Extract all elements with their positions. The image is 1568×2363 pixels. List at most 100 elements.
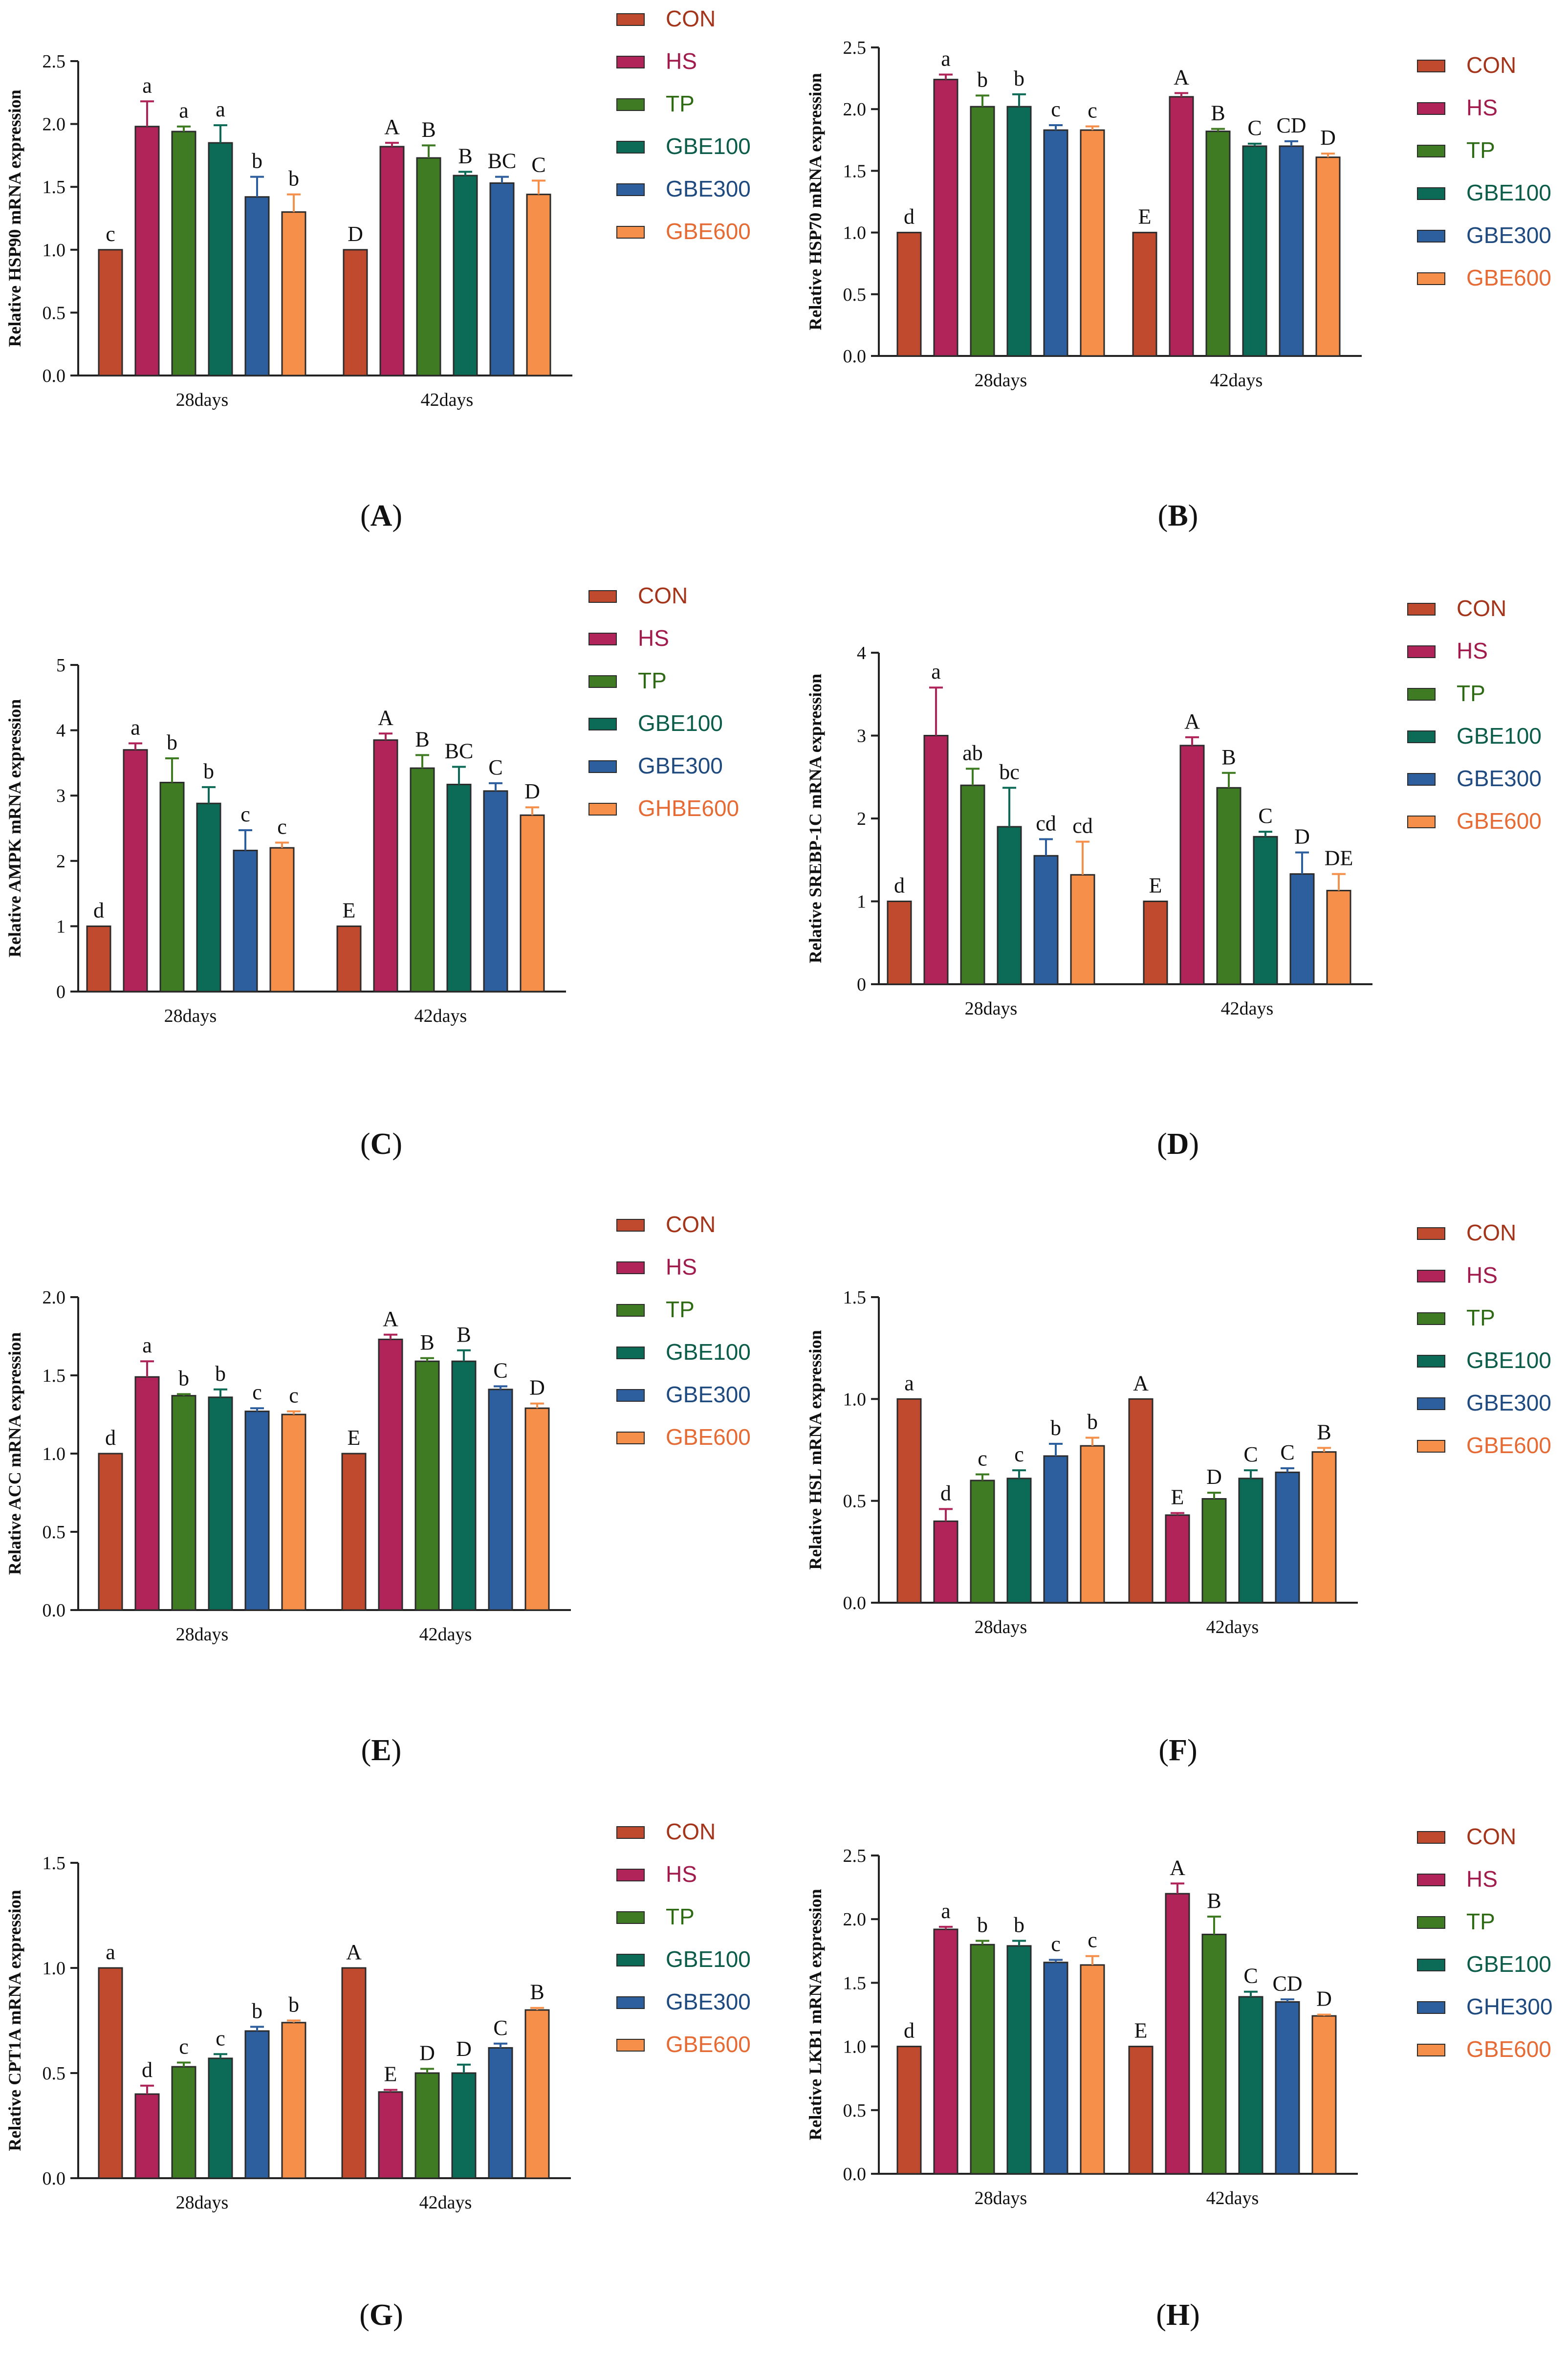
y-tick-label: 1.5 — [843, 161, 867, 181]
significance-label: A — [1170, 1855, 1185, 1879]
y-axis-title: Relative HSP70 mRNA expression — [806, 73, 825, 330]
significance-label: C — [1247, 116, 1262, 140]
significance-label: d — [93, 898, 104, 922]
legend-label: GBE100 — [1466, 1951, 1551, 1977]
legend-label: TP — [638, 668, 667, 693]
bar — [1080, 1445, 1105, 1604]
legend-swatch — [616, 98, 645, 111]
significance-label: c — [978, 1447, 987, 1471]
bar — [896, 1398, 922, 1604]
legend-label: GBE300 — [666, 1382, 751, 1407]
y-tick-label: 0.0 — [843, 1593, 867, 1613]
y-tick-label: 0.5 — [43, 2063, 66, 2084]
bar — [896, 232, 922, 357]
significance-label: a — [941, 1899, 951, 1923]
legend-swatch — [588, 760, 617, 773]
significance-label: CD — [1276, 113, 1306, 137]
legend-label: TP — [666, 91, 695, 116]
legend-swatch — [1417, 272, 1445, 285]
x-tick-label: 42days — [1206, 1617, 1259, 1637]
bar — [451, 2072, 477, 2179]
legend-swatch — [616, 1954, 645, 1966]
y-tick-label: 5 — [56, 655, 65, 676]
y-tick-label: 0.5 — [843, 285, 867, 305]
legend-label: HS — [1466, 95, 1498, 120]
bar — [1006, 106, 1032, 357]
bar — [134, 126, 160, 376]
significance-label: c — [1088, 1928, 1097, 1952]
bar — [343, 249, 368, 376]
bar — [488, 1389, 513, 1611]
bar — [1311, 1451, 1337, 1604]
legend-label: CON — [1466, 1824, 1516, 1849]
legend-swatch — [616, 13, 645, 26]
chart-panel-f: 0.0 0.5 1.0 1.5 Relative HSL mRNA expression… — [806, 1220, 1551, 1767]
bar — [933, 1928, 958, 2175]
significance-label: BC — [488, 149, 517, 173]
significance-label: a — [142, 1333, 152, 1357]
legend-label: GBE600 — [1466, 265, 1551, 290]
panel-caption: (A) — [360, 499, 402, 532]
bar — [414, 2072, 440, 2179]
legend-swatch — [1417, 1312, 1445, 1325]
significance-label: d — [894, 874, 905, 898]
significance-label: E — [348, 1426, 361, 1450]
legend-swatch — [616, 1347, 645, 1359]
y-tick-label: 2.0 — [43, 114, 66, 135]
legend-label: GBE300 — [1457, 766, 1542, 791]
legend-swatch — [1417, 102, 1445, 115]
bar — [244, 2030, 270, 2179]
legend-label: CON — [666, 1819, 716, 1844]
legend-swatch — [616, 141, 645, 154]
y-tick-label: 1.0 — [43, 1958, 66, 1979]
significance-label: D — [1316, 1987, 1332, 2011]
significance-label: b — [1050, 1416, 1061, 1440]
bar — [414, 1360, 440, 1611]
y-tick-label: 1.5 — [843, 1287, 867, 1308]
y-tick-label: 2.0 — [43, 1287, 66, 1308]
bar — [244, 1411, 270, 1611]
bar — [1179, 745, 1205, 985]
significance-label: C — [493, 2016, 507, 2040]
chart-panel-c: 0 1 2 3 4 5 Relative AMPK mRNA expression d a b b c… — [5, 583, 739, 1161]
significance-label: b — [178, 1366, 189, 1390]
panel-caption: (D) — [1157, 1127, 1199, 1161]
legend-swatch — [616, 226, 645, 239]
significance-label: c — [289, 1384, 299, 1408]
bar — [1253, 836, 1278, 985]
legend-swatch — [1417, 145, 1445, 157]
legend-label: GBE100 — [666, 1946, 751, 1972]
legend-swatch — [1407, 645, 1436, 658]
bar — [524, 2009, 550, 2179]
x-tick-label: 42days — [419, 2192, 472, 2213]
bar — [410, 767, 435, 993]
significance-label: B — [530, 1980, 544, 2004]
bar — [378, 2091, 403, 2179]
significance-label: a — [131, 715, 140, 739]
bar — [1165, 1514, 1190, 1604]
bar — [1201, 1498, 1227, 1604]
bar — [134, 1376, 160, 1611]
legend-label: GBE300 — [638, 753, 723, 778]
y-tick-label: 1.0 — [843, 2037, 867, 2057]
bar — [933, 1520, 958, 1604]
bar — [1216, 787, 1241, 985]
significance-label: B — [1207, 1889, 1221, 1913]
y-tick-label: 2 — [56, 851, 65, 872]
legend-label: GBE600 — [666, 219, 751, 244]
significance-label: c — [277, 815, 287, 839]
panel-caption: (H) — [1156, 2298, 1200, 2332]
legend-label: TP — [1457, 681, 1485, 706]
significance-label: E — [1134, 2019, 1148, 2043]
bar — [159, 781, 185, 993]
y-tick-label: 0.0 — [43, 366, 66, 386]
legend-swatch — [616, 1261, 645, 1274]
significance-label: B — [415, 727, 429, 751]
bar — [341, 1453, 367, 1611]
y-tick-label: 0.0 — [43, 2168, 66, 2189]
legend-label: GBE600 — [1466, 1433, 1551, 1458]
significance-label: A — [383, 1307, 398, 1331]
bar — [1080, 1964, 1105, 2175]
legend-swatch — [1417, 1959, 1445, 1971]
